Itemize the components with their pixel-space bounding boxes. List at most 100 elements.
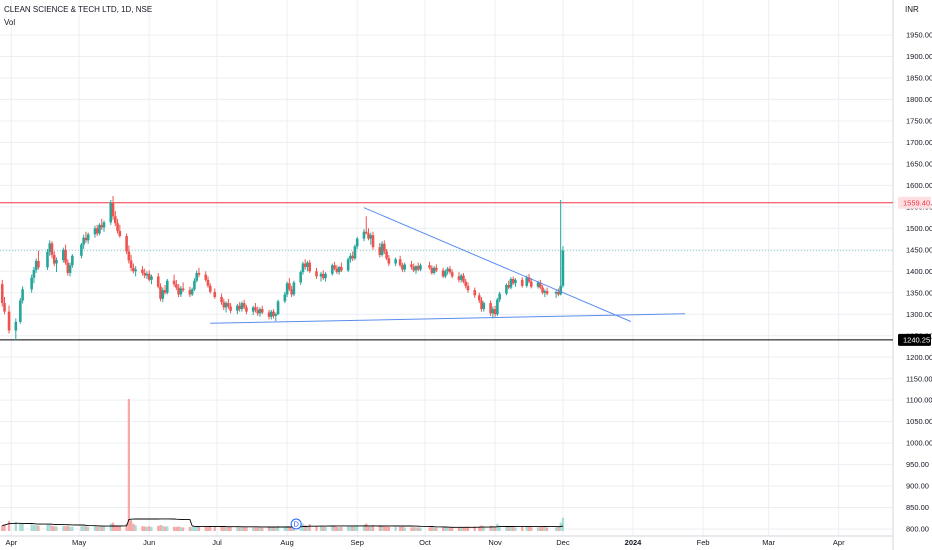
candle-body [156,276,160,287]
volume-bar [197,526,201,531]
volume-bar [82,525,85,531]
time-tick-label: Dec [556,538,570,547]
volume-bar [177,526,180,531]
volume-bar [19,523,22,531]
candle-body [172,280,176,285]
volume-bar [93,526,97,531]
time-tick-label: Jul [212,538,222,547]
volume-bar [369,525,372,531]
candle-body [527,277,531,282]
candle-body [410,264,413,267]
volume-bar [14,521,17,531]
candle-body [190,289,194,295]
volume-bar [238,527,241,531]
candle-body [477,295,481,301]
volume-bar [236,527,239,531]
volume-bar [306,525,309,531]
price-tick-label: 1450.00 [906,245,932,254]
price-axis[interactable]: 800.00 850.00 900.00 950.00 1000.00 1050.00 11… [898,31,932,534]
candle-body [283,294,287,302]
candle-body [473,290,477,296]
candle-body [48,243,52,252]
volume-bar [213,526,216,531]
volume-bar [414,527,418,531]
time-tick-label: Apr [5,538,17,547]
candles[interactable] [0,196,565,340]
candle-body [394,259,397,264]
price-tick-label: 950.00 [906,460,929,469]
volume-bar [498,525,501,531]
volume-bar [222,525,225,531]
candle-body [385,251,388,259]
candle-body [306,262,309,267]
candle-body [403,264,406,270]
volume-bar [403,527,406,531]
candle-body [561,250,565,286]
volume-bar [430,527,433,531]
volume-bar [442,527,445,531]
volume-bar [204,526,207,531]
volume-bar [308,524,311,531]
candle-body [204,274,208,280]
candle-body [52,254,56,264]
candle-body [536,282,540,287]
candle-body [224,303,228,308]
candle-body [285,283,289,295]
volume-bar [7,520,11,531]
volume-bar [258,527,262,531]
volume-bar [428,527,431,531]
candle-body [380,243,384,255]
price-tick-label: 1000.00 [906,439,932,448]
candle-body [269,311,273,317]
candle-body [428,265,431,268]
volume-bar [53,526,56,531]
candle-body [141,269,144,273]
candle-body [450,272,454,277]
volume-bar [380,525,384,531]
candle-body [541,287,544,293]
volume-bar [444,527,447,531]
symbol-title: CLEAN SCIENCE & TECH LTD, 1D, NSE [4,5,153,14]
volume-bar [451,527,454,531]
candle-body [222,302,226,308]
volume-bar [157,525,160,531]
volume-bar [514,527,517,531]
candle-body [213,291,217,298]
volume-bar [525,526,528,531]
candle-body [71,255,74,266]
candle-body [353,246,357,259]
volume-bar [509,526,513,531]
time-axis[interactable]: Apr May Jun Jul Aug Sep Oct Nov Dec 2024 Feb Mar Apr [5,538,845,547]
volume-bar [539,527,542,531]
candle-body [364,231,368,234]
volume-bar [243,527,246,531]
volume-bar [473,526,476,531]
time-tick-label: Sep [351,538,364,547]
candle-body [321,273,325,279]
price-tick-label: 1600.00 [906,181,932,190]
trendlines[interactable] [210,207,686,324]
dividend-marker-label: D [293,520,299,529]
volume-bar [512,527,515,531]
candle-body [163,290,167,293]
candle-body [509,278,513,288]
candle-body [545,291,549,294]
time-tick-label: Oct [419,538,432,547]
support-price-label: 1240.25 [903,336,930,345]
volume-bar [351,526,354,531]
candle-body [267,312,271,317]
candle-body [93,228,97,235]
volume-bar [143,526,146,531]
candle-body [254,307,257,310]
candle-body [324,273,327,279]
volume-bar [252,527,255,531]
candle-body [7,311,11,331]
volume-bar [272,527,275,531]
candle-body [337,266,341,273]
volume-bar [304,525,307,531]
candle-body [315,271,318,277]
candle-body [132,267,135,272]
volume-bar [98,526,101,531]
volume-bar [482,526,485,531]
